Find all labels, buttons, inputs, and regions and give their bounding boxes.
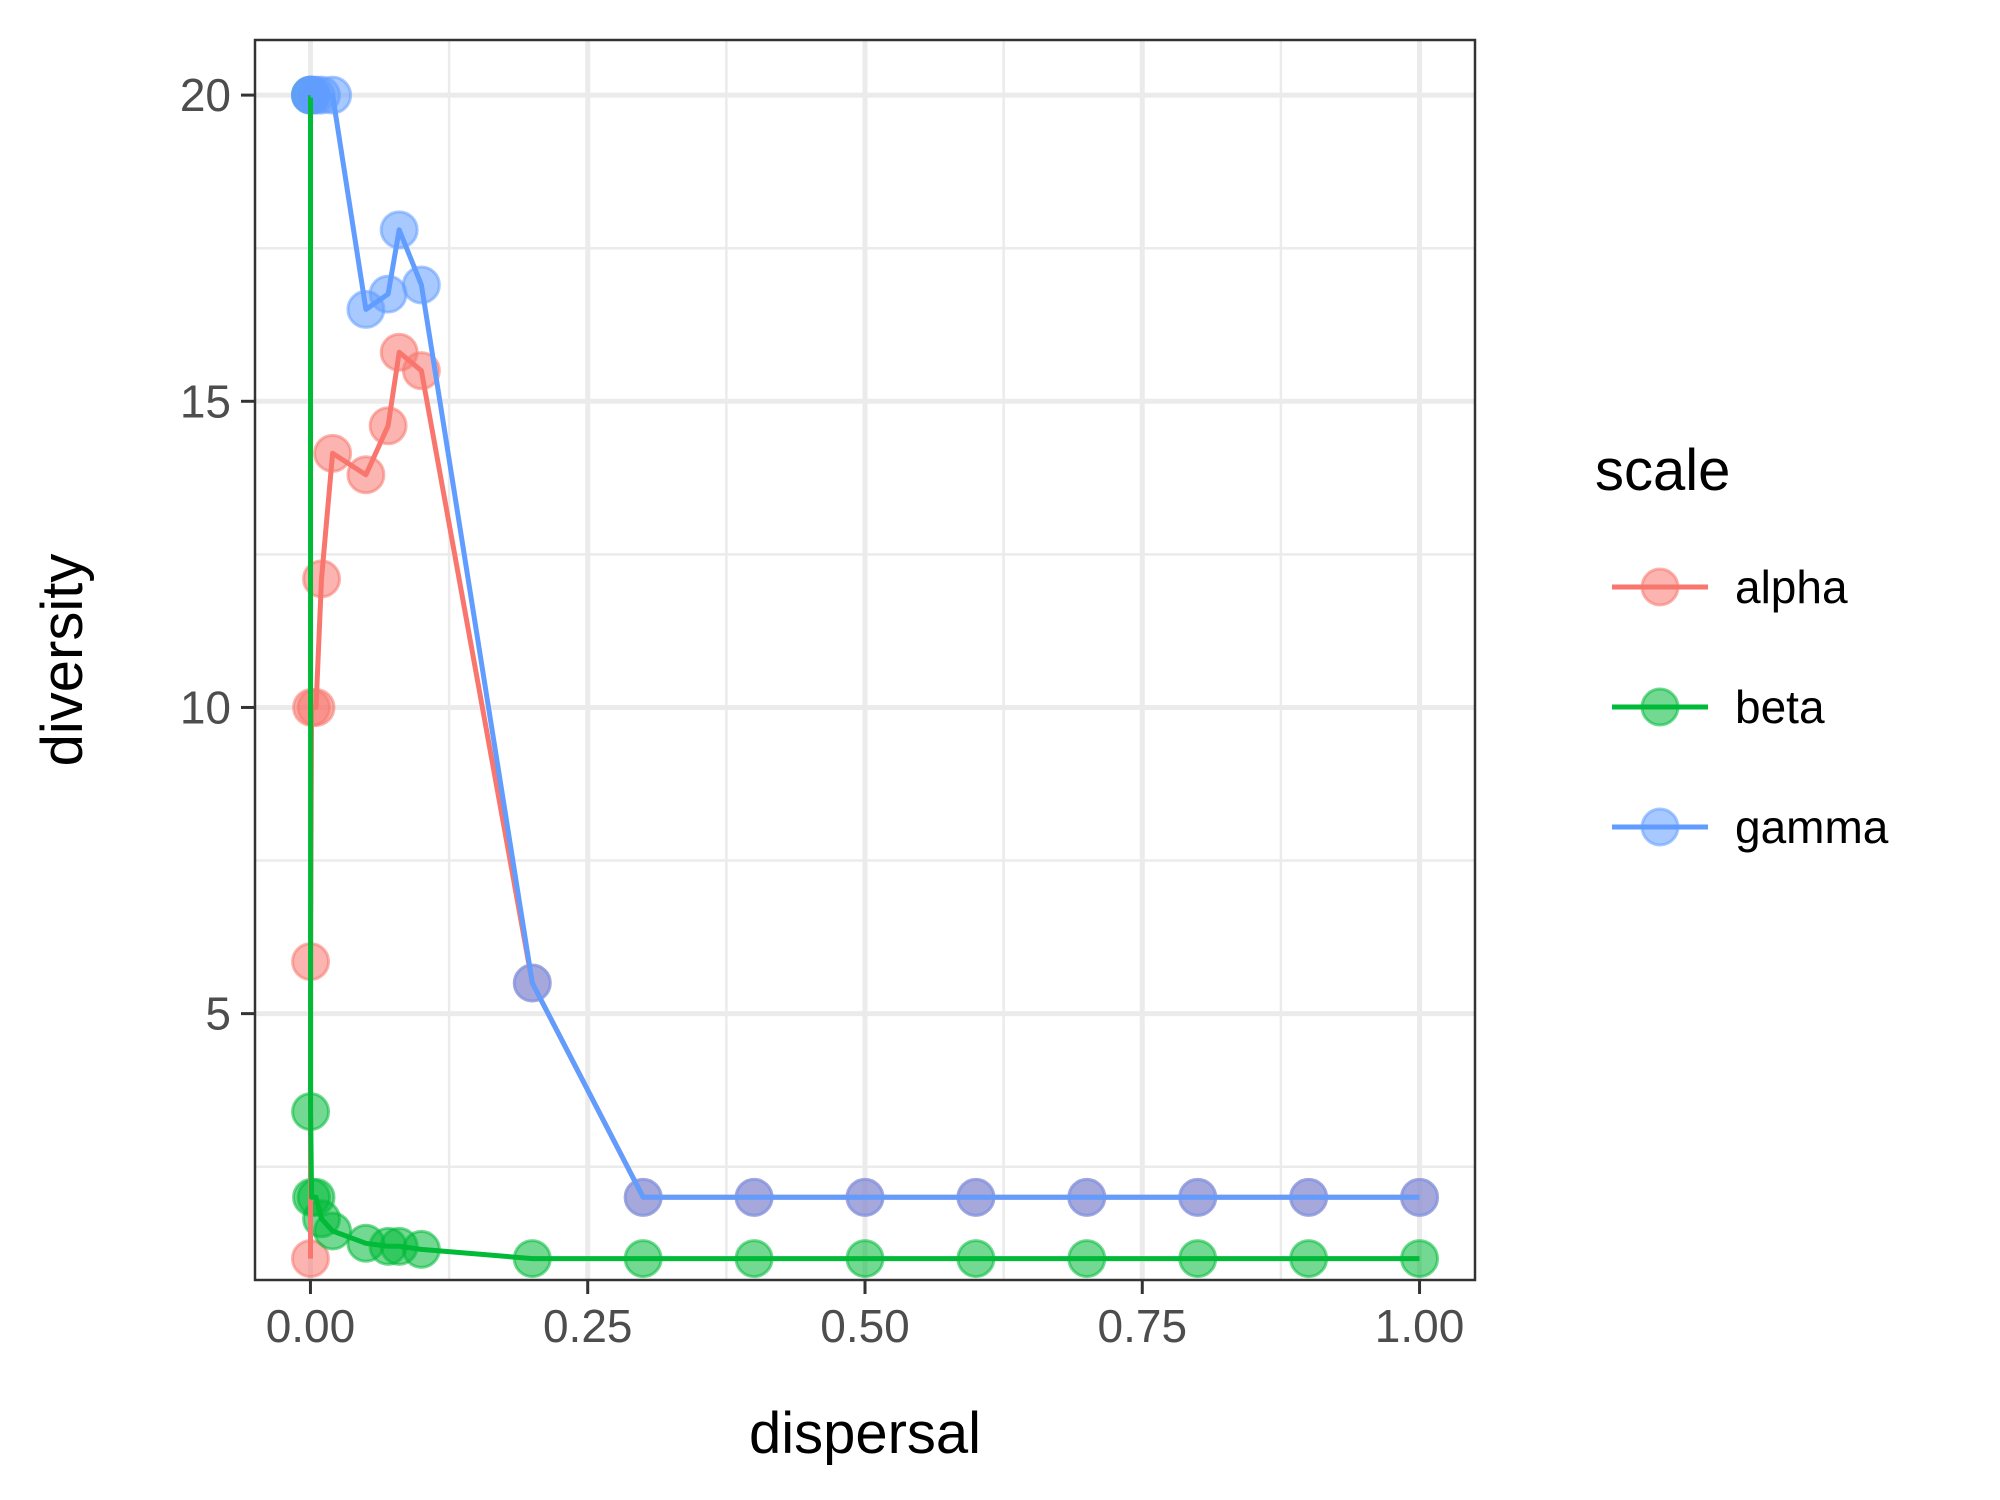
plot-panel [253, 38, 1477, 1282]
y-tick-label: 15 [180, 375, 231, 427]
legend-key-point-alpha [1640, 567, 1680, 607]
line-gamma [308, 92, 1420, 1200]
y-axis-title: diversity [30, 554, 95, 767]
y-tick-label: 10 [180, 681, 231, 733]
x-tick-label: 0.25 [543, 1300, 633, 1352]
x-tick-label: 0.50 [820, 1300, 910, 1352]
y-tick-label: 5 [205, 988, 231, 1040]
series-lines [308, 92, 1420, 1262]
y-tick-label: 20 [180, 69, 231, 121]
x-tick-label: 1.00 [1375, 1300, 1465, 1352]
legend-title: scale [1595, 438, 1730, 503]
legend-items: alpha beta gamma [1612, 561, 1889, 853]
x-axis: 0.00 0.25 0.50 0.75 1.00 [266, 1280, 1465, 1352]
legend-label-alpha: alpha [1735, 561, 1848, 613]
legend-key-point-gamma [1640, 807, 1680, 847]
x-tick-label: 0.00 [266, 1300, 356, 1352]
x-tick-label: 0.75 [1098, 1300, 1188, 1352]
legend-label-gamma: gamma [1735, 801, 1889, 853]
legend-key-point-beta [1640, 687, 1680, 727]
x-axis-title: dispersal [749, 1401, 981, 1466]
legend-label-beta: beta [1735, 681, 1825, 733]
line-beta [308, 95, 1420, 1262]
y-axis: 5 10 15 20 [180, 69, 255, 1040]
legend: scale alpha beta gamma [1595, 438, 1889, 853]
